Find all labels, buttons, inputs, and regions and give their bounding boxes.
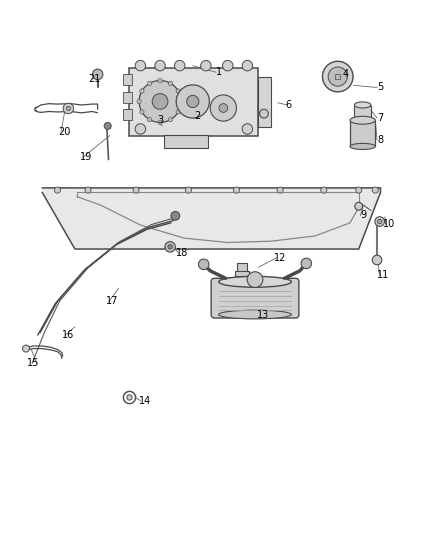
Circle shape [135, 124, 146, 134]
Circle shape [174, 60, 185, 71]
Circle shape [176, 85, 209, 118]
Text: 8: 8 [378, 135, 384, 145]
Circle shape [277, 187, 283, 193]
Circle shape [63, 103, 74, 114]
Text: 2: 2 [194, 111, 200, 121]
FancyBboxPatch shape [237, 263, 247, 272]
Text: 1: 1 [216, 67, 222, 77]
Circle shape [139, 80, 181, 123]
Circle shape [158, 120, 162, 125]
Circle shape [372, 255, 382, 265]
Circle shape [165, 241, 175, 252]
Ellipse shape [350, 143, 375, 149]
Circle shape [201, 60, 211, 71]
Circle shape [168, 117, 173, 122]
Circle shape [104, 123, 111, 130]
Circle shape [85, 187, 91, 193]
FancyBboxPatch shape [211, 278, 299, 318]
FancyBboxPatch shape [350, 121, 375, 147]
Ellipse shape [219, 276, 291, 287]
Text: 14: 14 [139, 395, 151, 406]
Circle shape [247, 272, 263, 287]
Text: 6: 6 [286, 100, 292, 110]
Circle shape [233, 187, 240, 193]
Circle shape [168, 245, 172, 249]
FancyBboxPatch shape [335, 74, 340, 79]
Text: 16: 16 [62, 330, 74, 340]
Circle shape [378, 220, 382, 224]
Circle shape [155, 60, 165, 71]
Circle shape [210, 95, 237, 121]
Circle shape [148, 81, 152, 85]
FancyBboxPatch shape [123, 109, 132, 120]
Text: 20: 20 [58, 127, 70, 137]
Circle shape [321, 187, 327, 193]
FancyBboxPatch shape [354, 106, 371, 118]
Circle shape [322, 61, 353, 92]
Circle shape [219, 103, 228, 112]
FancyBboxPatch shape [258, 77, 272, 127]
Ellipse shape [219, 310, 291, 319]
FancyBboxPatch shape [164, 135, 208, 148]
Text: 3: 3 [157, 115, 163, 125]
Text: 7: 7 [378, 113, 384, 123]
Text: 21: 21 [88, 74, 101, 84]
Circle shape [66, 106, 71, 111]
Circle shape [187, 95, 199, 108]
FancyBboxPatch shape [235, 271, 249, 276]
Circle shape [179, 99, 183, 103]
Text: 13: 13 [257, 310, 269, 320]
Text: 18: 18 [176, 248, 188, 259]
Circle shape [356, 187, 362, 193]
Ellipse shape [354, 102, 371, 108]
Circle shape [148, 117, 152, 122]
Text: 17: 17 [106, 296, 118, 306]
Circle shape [140, 89, 144, 93]
Text: 12: 12 [274, 253, 286, 263]
Circle shape [260, 109, 268, 118]
Circle shape [176, 110, 180, 114]
Circle shape [171, 212, 180, 220]
FancyBboxPatch shape [123, 75, 132, 85]
Circle shape [152, 94, 168, 109]
Circle shape [133, 187, 139, 193]
Circle shape [242, 60, 253, 71]
Circle shape [223, 60, 233, 71]
Text: 10: 10 [383, 219, 396, 229]
Circle shape [355, 203, 363, 210]
Circle shape [127, 395, 132, 400]
Text: 4: 4 [343, 69, 349, 79]
Circle shape [372, 187, 378, 193]
Circle shape [158, 78, 162, 83]
Text: 9: 9 [360, 211, 366, 221]
Text: 15: 15 [27, 358, 39, 368]
Circle shape [92, 69, 103, 79]
Circle shape [140, 110, 144, 114]
Circle shape [168, 81, 173, 85]
Circle shape [54, 187, 60, 193]
Circle shape [137, 99, 141, 103]
Text: 5: 5 [378, 83, 384, 93]
Ellipse shape [350, 116, 375, 124]
FancyBboxPatch shape [130, 68, 258, 135]
Circle shape [301, 258, 311, 269]
Circle shape [135, 60, 146, 71]
Circle shape [375, 217, 385, 227]
Polygon shape [42, 188, 381, 249]
Circle shape [198, 259, 209, 270]
Circle shape [185, 187, 191, 193]
FancyBboxPatch shape [123, 92, 132, 103]
Circle shape [22, 345, 29, 352]
Circle shape [328, 67, 347, 86]
Circle shape [242, 124, 253, 134]
Text: 19: 19 [80, 152, 92, 163]
Circle shape [176, 89, 180, 93]
Text: 11: 11 [377, 270, 389, 280]
